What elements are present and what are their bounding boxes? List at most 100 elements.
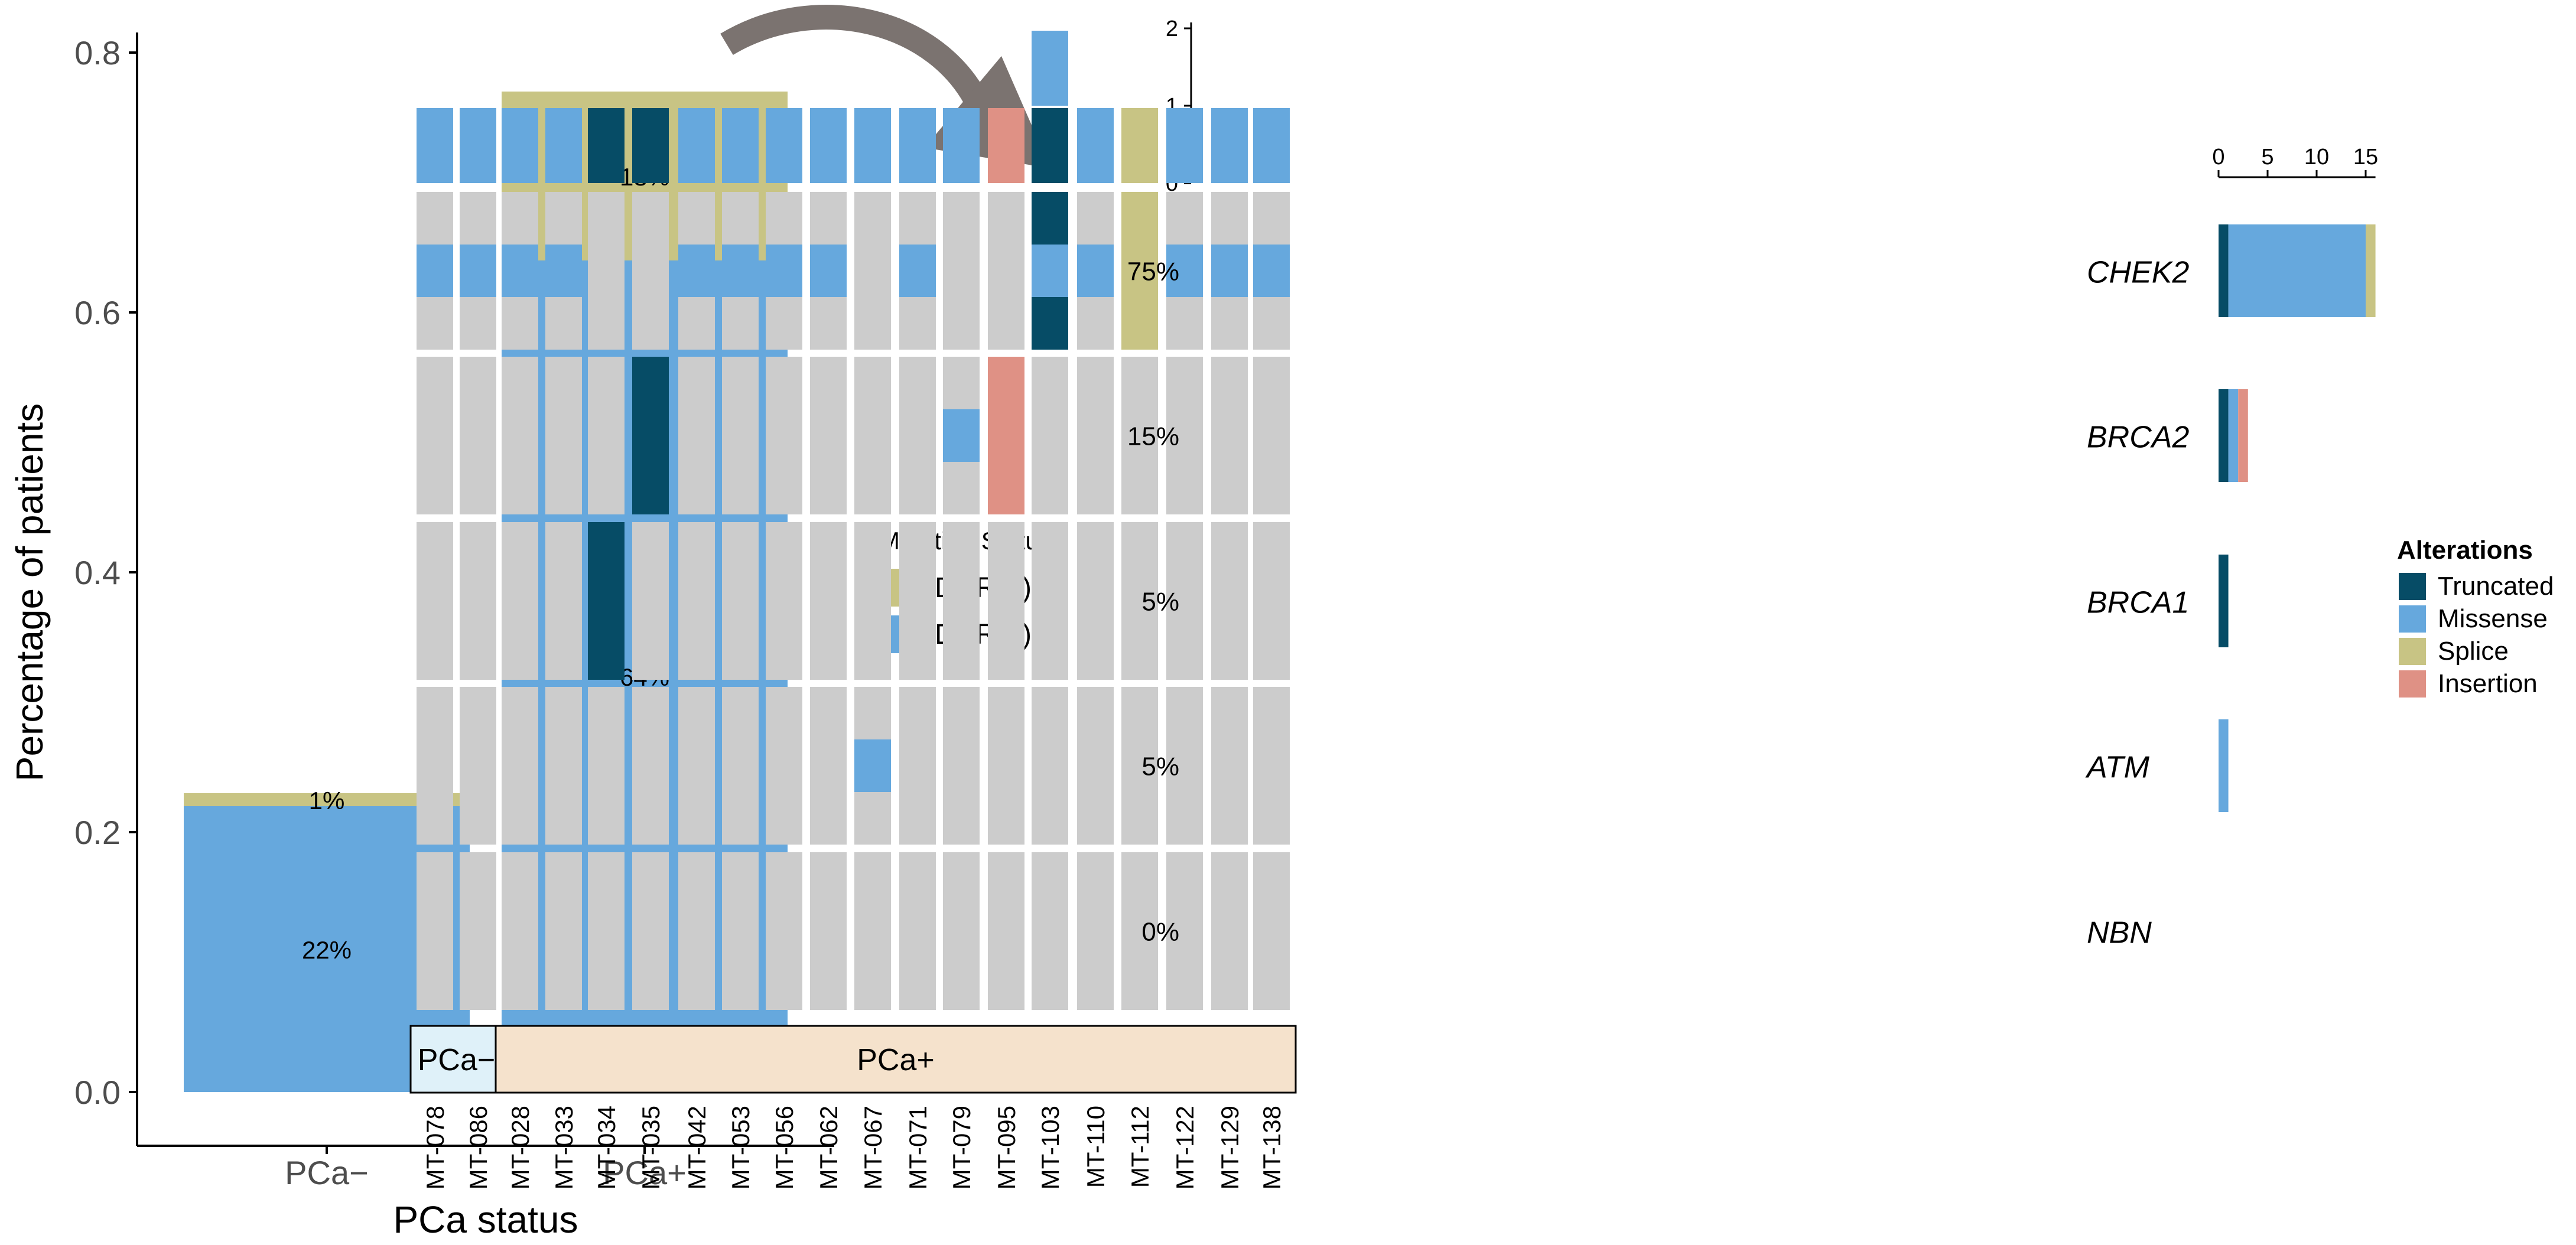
alt-missense-chek2-mt-033 (545, 245, 582, 297)
curved-arrow-shaft (720, 5, 993, 115)
sample-label-mt-042: MT-042 (683, 1106, 711, 1189)
legend-entry-truncated: Truncated (2438, 572, 2554, 601)
group-label-pca-pos: PCa+ (857, 1043, 935, 1077)
right-bar-brca2-missense (2228, 389, 2239, 482)
oncoprint-right-bar: 0 5 10 15 (2212, 145, 2378, 812)
sample-label-mt-110: MT-110 (1082, 1106, 1110, 1188)
alt-truncated-brca1-mt-034 (588, 522, 625, 680)
top-bar-mt-112-splice (1121, 108, 1158, 183)
cell-brca2-mt-078 (417, 357, 453, 514)
sample-label-mt-079: MT-079 (948, 1106, 975, 1189)
group-box-pca (495, 1025, 1297, 1094)
cell-nbn-mt-078 (417, 852, 453, 1010)
cell-nbn-mt-028 (502, 852, 538, 1010)
group-box-pca (409, 1025, 503, 1094)
sample-label-mt-053: MT-053 (727, 1106, 754, 1189)
cell-atm-mt-086 (460, 687, 496, 845)
cell-brca1-mt-138 (1253, 522, 1290, 680)
gene-percent-brca1: 5% (1141, 588, 1179, 617)
cell-nbn-mt-056 (766, 852, 802, 1010)
cell-brca1-mt-078 (417, 522, 453, 680)
sample-label-mt-062: MT-062 (815, 1106, 843, 1189)
cell-nbn-mt-110 (1077, 852, 1114, 1010)
cell-nbn-mt-033 (545, 852, 582, 1010)
right-bar-tick-label-1: 5 (2261, 145, 2273, 170)
top-bar-mt-138-missense (1253, 108, 1290, 183)
sample-label-mt-034: MT-034 (593, 1106, 620, 1189)
cell-atm-mt-078 (417, 687, 453, 845)
cell-nbn-mt-095 (988, 852, 1024, 1010)
cell-brca2-mt-071 (899, 357, 936, 514)
cell-brca1-mt-122 (1166, 522, 1203, 680)
bar-chart-x-axis-label: PCa status (393, 1198, 578, 1241)
top-bar-mt-053-missense (722, 108, 759, 183)
cell-nbn-mt-129 (1211, 852, 1248, 1010)
top-bar-mt-033-missense (545, 108, 582, 183)
legend-swatch-splice (2399, 638, 2426, 665)
sample-label-mt-103: MT-103 (1036, 1106, 1064, 1189)
sample-label-mt-028: MT-028 (506, 1106, 534, 1189)
cell-brca1-mt-028 (502, 522, 538, 680)
cell-brca2-mt-067 (854, 357, 891, 514)
cell-brca1-mt-053 (722, 522, 759, 680)
cell-brca2-mt-110 (1077, 357, 1114, 514)
alterations-legend-title: Alterations (2397, 536, 2533, 565)
right-bar-tick-label-0: 0 (2212, 145, 2224, 170)
gene-percent-nbn: 0% (1141, 918, 1179, 947)
cell-chek2-mt-079 (943, 192, 980, 350)
sample-label-mt-112: MT-112 (1126, 1106, 1154, 1188)
cell-atm-mt-028 (502, 687, 538, 845)
alt-missense-chek2-mt-071 (899, 245, 936, 297)
alt-missense-chek2-mt-103 (1032, 245, 1068, 297)
y-tick-label-0: 0.0 (74, 1074, 121, 1111)
top-bar-mt-110-missense (1077, 108, 1114, 183)
right-bar-chek2-missense (2228, 224, 2366, 317)
cell-chek2-mt-095 (988, 192, 1024, 350)
alt-missense-chek2-mt-129 (1211, 245, 1248, 297)
sample-label-mt-071: MT-071 (904, 1106, 932, 1189)
cell-atm-mt-034 (588, 687, 625, 845)
gene-label-brca1: BRCA1 (2087, 586, 2189, 620)
cell-brca1-mt-056 (766, 522, 802, 680)
top-bar-mt-103-truncated (1032, 108, 1068, 183)
cell-nbn-mt-138 (1253, 852, 1290, 1010)
cell-brca1-mt-110 (1077, 522, 1114, 680)
cell-brca1-mt-129 (1211, 522, 1248, 680)
cell-atm-mt-062 (810, 687, 847, 845)
cell-brca1-mt-079 (943, 522, 980, 680)
cell-brca2-mt-053 (722, 357, 759, 514)
cell-atm-mt-071 (899, 687, 936, 845)
top-bar-mt-129-missense (1211, 108, 1248, 183)
cell-atm-mt-042 (678, 687, 715, 845)
top-bar-mt-079-missense (943, 108, 980, 183)
x-tick-label-pca: PCa+ (603, 1154, 687, 1191)
cell-brca1-mt-062 (810, 522, 847, 680)
cell-brca1-mt-086 (460, 522, 496, 680)
oncoprint: 012 75% 15% 5% 5% 0% CHEK2 BRCA2 BRCA1 ATM NBN 0… (409, 17, 2554, 1189)
sample-label-mt-122: MT-122 (1171, 1106, 1199, 1189)
cell-atm-mt-033 (545, 687, 582, 845)
cell-brca1-mt-071 (899, 522, 936, 680)
legend-swatch-missense (2399, 605, 2426, 633)
top-bar-mt-078-missense (417, 108, 453, 183)
alt-missense-chek2-mt-078 (417, 245, 453, 297)
top-bar-mt-122-missense (1166, 108, 1203, 183)
bar-chart-x-axis: PCa− PCa+ (137, 1145, 834, 1191)
top-bar-tick-label-2: 2 (1166, 17, 1178, 41)
alt-missense-atm-mt-067 (854, 739, 891, 792)
gene-percent-brca2: 15% (1127, 422, 1179, 451)
gene-label-chek2: CHEK2 (2087, 256, 2189, 290)
cell-brca1-mt-033 (545, 522, 582, 680)
top-bar-mt-042-missense (678, 108, 715, 183)
sample-label-mt-129: MT-129 (1216, 1106, 1244, 1189)
cell-brca1-mt-067 (854, 522, 891, 680)
alt-missense-chek2-mt-056 (766, 245, 802, 297)
cell-atm-mt-112 (1121, 687, 1158, 845)
cell-atm-mt-122 (1166, 687, 1203, 845)
alt-truncated-brca2-mt-035 (632, 357, 669, 514)
cell-atm-mt-110 (1077, 687, 1114, 845)
cell-brca2-mt-138 (1253, 357, 1290, 514)
cell-atm-mt-138 (1253, 687, 1290, 845)
cell-chek2-mt-034 (588, 192, 625, 350)
y-tick-label-1: 0.2 (74, 814, 121, 851)
